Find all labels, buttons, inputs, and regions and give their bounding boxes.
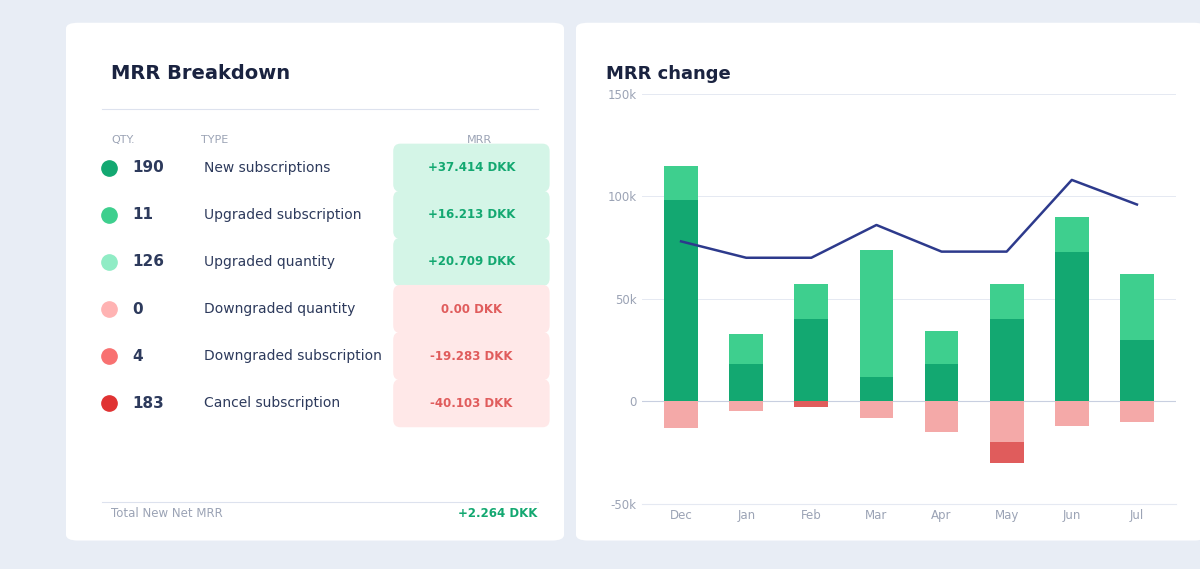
Text: +37.414 DKK: +37.414 DKK xyxy=(427,161,515,174)
Bar xyxy=(859,377,893,401)
Bar xyxy=(1055,251,1088,401)
FancyBboxPatch shape xyxy=(394,285,550,333)
Bar xyxy=(1120,401,1154,422)
Bar xyxy=(925,401,959,432)
Text: QTY.: QTY. xyxy=(112,135,134,145)
Text: -40.103 DKK: -40.103 DKK xyxy=(431,397,512,410)
Text: +20.709 DKK: +20.709 DKK xyxy=(427,255,515,269)
Bar xyxy=(859,401,893,418)
Text: 190: 190 xyxy=(132,160,164,175)
Bar xyxy=(794,401,828,407)
Text: 0: 0 xyxy=(132,302,143,316)
Text: New subscriptions: New subscriptions xyxy=(204,160,330,175)
Text: MRR Breakdown: MRR Breakdown xyxy=(112,64,290,83)
Text: MRR change: MRR change xyxy=(606,65,731,84)
Bar xyxy=(664,166,698,200)
Bar xyxy=(730,401,763,411)
Bar xyxy=(859,250,893,377)
Text: 11: 11 xyxy=(132,207,154,222)
FancyBboxPatch shape xyxy=(394,332,550,380)
Bar xyxy=(1055,401,1088,426)
Text: +16.213 DKK: +16.213 DKK xyxy=(427,208,515,221)
FancyBboxPatch shape xyxy=(394,143,550,192)
Text: Total New Net MRR: Total New Net MRR xyxy=(112,507,223,520)
Text: Cancel subscription: Cancel subscription xyxy=(204,396,340,410)
Text: -19.283 DKK: -19.283 DKK xyxy=(430,349,512,362)
Bar xyxy=(990,442,1024,463)
FancyBboxPatch shape xyxy=(394,379,550,427)
Bar xyxy=(925,332,959,364)
Text: TYPE: TYPE xyxy=(202,135,228,145)
Text: Downgraded quantity: Downgraded quantity xyxy=(204,302,355,316)
Bar xyxy=(794,319,828,401)
Bar xyxy=(1120,274,1154,340)
Bar xyxy=(990,401,1024,442)
Bar xyxy=(730,364,763,401)
Bar xyxy=(1055,217,1088,251)
Text: 0.00 DKK: 0.00 DKK xyxy=(440,303,502,315)
Text: Downgraded subscription: Downgraded subscription xyxy=(204,349,382,363)
Text: Upgraded subscription: Upgraded subscription xyxy=(204,208,361,222)
Bar xyxy=(664,401,698,428)
Bar xyxy=(730,333,763,364)
Text: 126: 126 xyxy=(132,254,164,269)
Text: +2.264 DKK: +2.264 DKK xyxy=(458,507,538,520)
Text: 4: 4 xyxy=(132,349,143,364)
Bar xyxy=(925,364,959,401)
Bar xyxy=(664,200,698,401)
FancyBboxPatch shape xyxy=(394,191,550,239)
FancyBboxPatch shape xyxy=(394,238,550,286)
Text: 183: 183 xyxy=(132,395,164,411)
Bar xyxy=(990,284,1024,319)
Text: MRR: MRR xyxy=(467,135,492,145)
Bar xyxy=(794,284,828,319)
Bar xyxy=(1120,340,1154,401)
Text: Upgraded quantity: Upgraded quantity xyxy=(204,255,335,269)
Bar xyxy=(990,319,1024,401)
